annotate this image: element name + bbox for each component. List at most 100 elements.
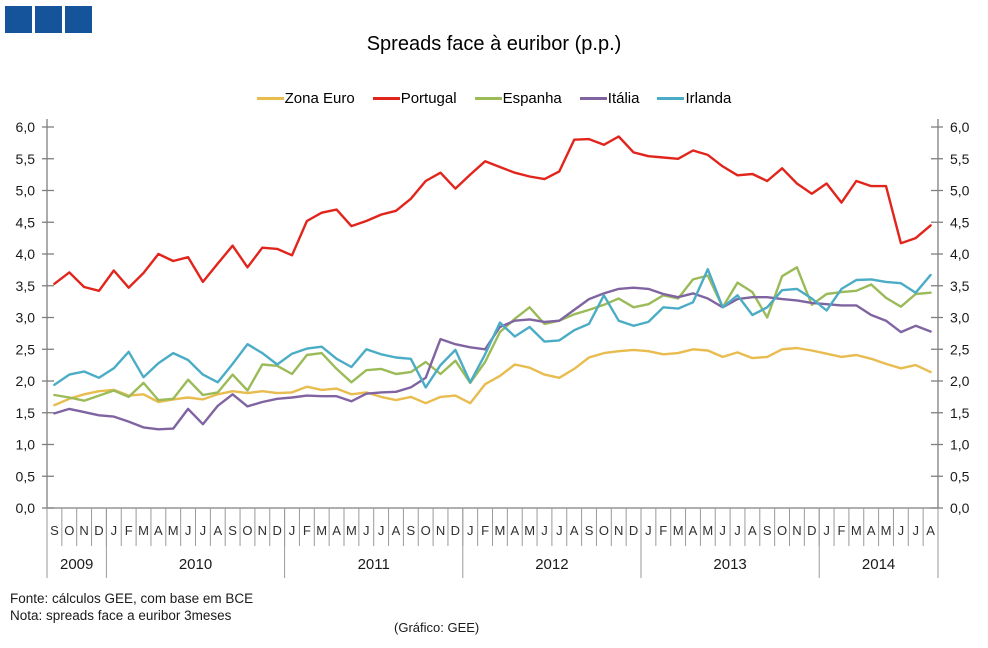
legend-label: Portugal [400,90,457,107]
y-tick-label-left: 6,0 [16,119,36,135]
y-tick-label-left: 5,5 [16,151,36,167]
legend-item-irlanda: Irlanda [657,90,731,107]
y-tick-label-left: 4,0 [16,246,36,262]
legend-item-zona-euro: Zona Euro [256,90,355,107]
month-tick-label: A [332,523,341,538]
year-tick-label: 2011 [358,556,390,573]
month-tick-label: M [346,523,357,538]
month-tick-label: J [898,523,905,538]
legend-item-portugal: Portugal [372,90,457,107]
y-tick-label-right: 2,5 [950,341,970,357]
y-tick-label-right: 1,5 [950,405,970,421]
month-tick-label: A [926,523,935,538]
month-tick-label: S [763,523,772,538]
month-tick-label: N [258,523,267,538]
month-tick-label: F [481,523,489,538]
month-tick-label: A [154,523,163,538]
month-tick-label: A [510,523,519,538]
month-tick-label: D [94,523,103,538]
month-tick-label: S [50,523,59,538]
y-tick-label-right: 3,5 [950,278,970,294]
y-tick-label-left: 3,0 [16,310,36,326]
month-tick-label: M [524,523,535,538]
logo-square [65,6,92,33]
legend-swatch [256,97,284,100]
legend: Zona Euro Portugal Espanha Itália Irlanda [0,90,988,107]
month-tick-label: J [200,523,207,538]
y-tick-label-left: 1,5 [16,405,36,421]
y-tick-label-right: 4,5 [950,214,970,230]
series-line-zona-euro [53,346,932,407]
legend-label: Irlanda [685,90,732,107]
month-tick-label: N [614,523,623,538]
month-tick-label: S [585,523,594,538]
legend-label: Espanha [502,90,562,107]
month-tick-label: J [111,523,118,538]
logo [5,6,92,33]
month-tick-label: J [912,523,919,538]
month-tick-label: N [436,523,445,538]
y-tick-label-right: 0,5 [950,468,970,484]
logo-square [5,6,32,33]
month-tick-label: J [378,523,385,538]
month-tick-label: M [881,523,892,538]
month-tick-label: J [719,523,726,538]
series-line-irlanda [53,268,932,389]
month-tick-label: D [807,523,816,538]
month-tick-label: M [138,523,149,538]
year-tick-label: 2014 [862,556,895,573]
month-tick-label: A [867,523,876,538]
y-tick-label-right: 5,5 [950,151,970,167]
year-tick-label: 2009 [60,556,93,573]
year-tick-label: 2012 [535,556,568,573]
month-tick-label: O [64,523,74,538]
y-tick-label-left: 1,0 [16,437,36,453]
legend-swatch [657,97,685,100]
legend-swatch [579,97,607,100]
month-tick-label: J [734,523,741,538]
month-tick-label: O [777,523,787,538]
month-tick-label: J [645,523,652,538]
month-tick-label: N [79,523,88,538]
credit-note: (Gráfico: GEE) [394,620,480,635]
legend-label: Zona Euro [284,90,355,107]
chart-title: Spreads face à euribor (p.p.) [366,33,622,55]
month-tick-label: N [792,523,801,538]
month-tick-label: O [242,523,252,538]
month-tick-label: J [823,523,830,538]
month-tick-label: J [363,523,370,538]
year-tick-label: 2013 [713,556,746,573]
month-tick-label: S [228,523,237,538]
month-tick-label: A [689,523,698,538]
y-tick-label-right: 6,0 [950,119,970,135]
month-tick-label: A [570,523,579,538]
y-tick-label-left: 2,0 [16,373,36,389]
month-tick-label: M [702,523,713,538]
month-tick-label: D [451,523,460,538]
logo-square [35,6,62,33]
legend-swatch [372,97,400,100]
month-tick-label: F [125,523,133,538]
y-tick-label-left: 0,0 [16,500,36,516]
source-note: Fonte: cálculos GEE, com base em BCE [10,591,254,606]
y-tick-label-right: 2,0 [950,373,970,389]
month-tick-label: S [406,523,415,538]
month-tick-label: J [289,523,296,538]
month-tick-label: F [659,523,667,538]
y-tick-label-right: 5,0 [950,183,970,199]
y-tick-label-right: 4,0 [950,246,970,262]
month-tick-label: O [421,523,431,538]
month-tick-label: O [599,523,609,538]
month-tick-label: A [392,523,401,538]
month-tick-label: M [168,523,179,538]
y-tick-label-right: 1,0 [950,437,970,453]
month-tick-label: A [748,523,757,538]
month-tick-label: A [213,523,222,538]
y-tick-label-left: 2,5 [16,341,36,357]
year-tick-label: 2010 [179,556,212,573]
month-tick-label: J [556,523,563,538]
legend-item-itália: Itália [579,90,639,107]
month-tick-label: M [495,523,506,538]
month-tick-label: M [316,523,327,538]
